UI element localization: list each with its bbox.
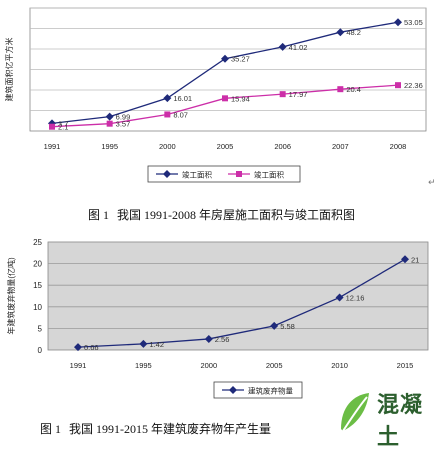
data-point <box>163 94 172 103</box>
figure-1-label: 图 1 <box>87 208 109 222</box>
data-point <box>270 321 279 330</box>
legend-marker <box>236 171 242 177</box>
data-point <box>335 293 344 302</box>
data-label: 6.99 <box>116 113 131 122</box>
y-tick-label: 15 <box>33 281 42 290</box>
data-point <box>401 255 409 264</box>
data-label: 5.58 <box>280 322 295 331</box>
data-point <box>336 28 345 37</box>
data-point <box>105 112 114 121</box>
y-axis-label: 建筑面积亿平方米 <box>4 38 14 102</box>
x-tick-label: 2005 <box>266 361 283 370</box>
data-label: 0.66 <box>84 343 99 352</box>
chart-2: 0 5 10 15 20 25 1991 1995 2000 2005 2010 2015 年建筑废弃物… <box>0 226 443 416</box>
x-tick-label: 1995 <box>101 142 118 151</box>
x-tick-label: 2000 <box>200 361 217 370</box>
legend-box <box>147 165 301 183</box>
data-point <box>164 111 171 118</box>
x-tick-label: 2007 <box>332 142 349 151</box>
y-tick-label: 10 <box>33 303 42 312</box>
data-label: 2.1 <box>58 123 68 132</box>
series-line <box>77 258 406 348</box>
data-point <box>279 91 286 98</box>
data-label: 22.36 <box>404 81 423 90</box>
data-point <box>278 42 287 51</box>
x-tick-label: 2006 <box>274 142 291 151</box>
plot-area <box>47 241 429 351</box>
x-tick-label: 1991 <box>44 142 61 151</box>
data-label: 53.05 <box>404 18 423 27</box>
data-point <box>222 95 228 102</box>
data-label: 1.42 <box>149 340 164 349</box>
figure-2-text: 我国 1991-2015 年建筑废弃物年产生量 <box>69 422 272 436</box>
data-label: 3.57 <box>116 120 131 129</box>
x-tick-label: 2005 <box>217 142 234 151</box>
logo-text: 混凝土 <box>377 393 424 450</box>
x-tick-label: 1995 <box>135 361 152 370</box>
chart-2-svg: 0 5 10 15 20 25 1991 1995 2000 2005 2010 2015 年建筑废弃物… <box>6 238 429 399</box>
legend: 建筑废弃物量 <box>213 381 303 399</box>
return-mark-icon: ↵ <box>428 178 436 188</box>
data-point <box>106 120 113 127</box>
figure-1-text: 我国 1991-2008 年房屋施工面积与竣工面积图 <box>117 208 355 222</box>
x-tick-label: 2015 <box>397 361 414 370</box>
data-label: 35.27 <box>231 55 250 64</box>
chart-1: 1991 1995 2000 2005 2006 2007 2008 建筑面积亿平方米 3.7 6… <box>0 0 443 196</box>
data-label: 48.2 <box>346 28 361 37</box>
y-tick-label: 25 <box>33 238 42 247</box>
data-point <box>221 54 229 63</box>
data-point <box>394 18 402 27</box>
data-label: 17.97 <box>289 90 308 99</box>
data-point <box>395 82 401 89</box>
logo-leaf-icon <box>341 393 369 432</box>
data-label: 21 <box>411 255 419 264</box>
x-tick-label: 2000 <box>159 142 176 151</box>
legend-label: 建筑废弃物量 <box>248 386 293 396</box>
data-label: 41.02 <box>289 43 308 52</box>
legend-box <box>213 381 303 399</box>
figure-1-caption: 图 1 我国 1991-2008 年房屋施工面积与竣工面积图 <box>0 206 443 223</box>
data-point <box>49 123 55 130</box>
figure-2-label: 图 1 <box>40 422 62 436</box>
x-tick-label: 2008 <box>390 142 407 151</box>
legend-marker <box>163 170 171 178</box>
data-point <box>204 334 213 343</box>
data-label: 2.56 <box>215 335 230 344</box>
data-point <box>337 86 344 93</box>
data-label: 16.01 <box>173 94 192 103</box>
data-label: 3.7 <box>58 119 68 128</box>
x-tick-label: 2010 <box>331 361 348 370</box>
watermark-logo: 混凝土 <box>337 385 437 450</box>
data-label: 20.4 <box>346 85 361 94</box>
legend-marker <box>229 386 237 394</box>
data-label: 15.94 <box>231 94 250 103</box>
data-point <box>74 343 82 352</box>
data-label: 8.07 <box>173 110 188 119</box>
data-point <box>139 339 148 348</box>
data-label: 12.16 <box>346 293 365 302</box>
legend: 竣工面积 竣工面积 <box>147 165 301 183</box>
y-tick-label: 5 <box>38 324 43 333</box>
y-tick-label: 0 <box>38 346 43 355</box>
x-tick-label: 1991 <box>70 361 87 370</box>
legend-label: 竣工面积 <box>182 170 212 180</box>
legend-label: 竣工面积 <box>254 170 284 180</box>
y-axis-label: 年建筑废弃物量(亿吨) <box>6 257 16 335</box>
chart-1-svg: 1991 1995 2000 2005 2006 2007 2008 建筑面积亿平方米 3.7 6… <box>4 7 427 183</box>
figure-2-caption: 图 1 我国 1991-2015 年建筑废弃物年产生量 <box>40 420 370 437</box>
y-tick-label: 20 <box>33 260 42 269</box>
